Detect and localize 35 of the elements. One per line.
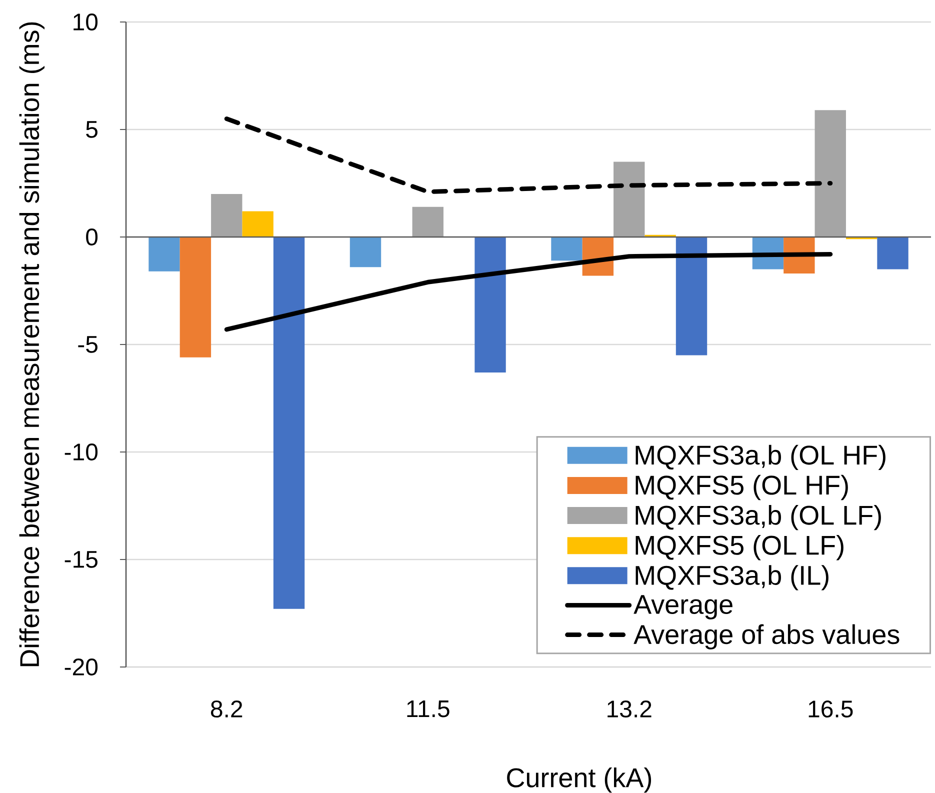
x-tick-label: 8.2	[210, 700, 242, 718]
y-tick-label: -20	[64, 658, 98, 676]
y-tick-label: 5	[86, 121, 98, 138]
bar	[350, 236, 382, 268]
bar	[211, 194, 242, 237]
bar	[474, 236, 506, 372]
y-tick-label: -15	[64, 551, 98, 568]
legend-label: Average	[634, 595, 732, 620]
bar	[877, 236, 908, 270]
bar	[814, 110, 846, 237]
bar	[551, 236, 582, 261]
y-tick-label: 0	[86, 228, 98, 246]
legend-label: MQXFS5 (OL LF)	[636, 535, 844, 560]
bar	[180, 236, 212, 358]
x-tick-label: 13.2	[608, 700, 652, 718]
y-tick-label: 10	[74, 14, 98, 30]
legend-label: MQXFS3a,b (IL)	[636, 565, 828, 590]
line-series	[224, 116, 833, 194]
x-axis-title: Current (kA)	[507, 768, 652, 793]
legend-label: Average of abs values	[634, 624, 900, 650]
bar	[273, 236, 305, 609]
bar	[148, 236, 180, 272]
line-series	[224, 252, 833, 332]
y-axis-title: Difference between measurement and simulation (ms)	[19, 22, 44, 666]
bar	[412, 206, 444, 237]
bar	[242, 211, 274, 237]
y-tick-label: -10	[64, 444, 98, 460]
y-tick-label: -5	[78, 336, 98, 353]
legend-label: MQXFS3a,b (OL HF)	[636, 444, 886, 470]
legend-label: MQXFS3a,b (OL LF)	[636, 504, 881, 530]
bar	[614, 162, 645, 237]
legend-label: MQXFS5 (OL HF)	[636, 474, 848, 500]
x-tick-label: 16.5	[808, 700, 853, 718]
x-tick-label: 11.5	[407, 700, 450, 718]
bar	[676, 236, 708, 356]
